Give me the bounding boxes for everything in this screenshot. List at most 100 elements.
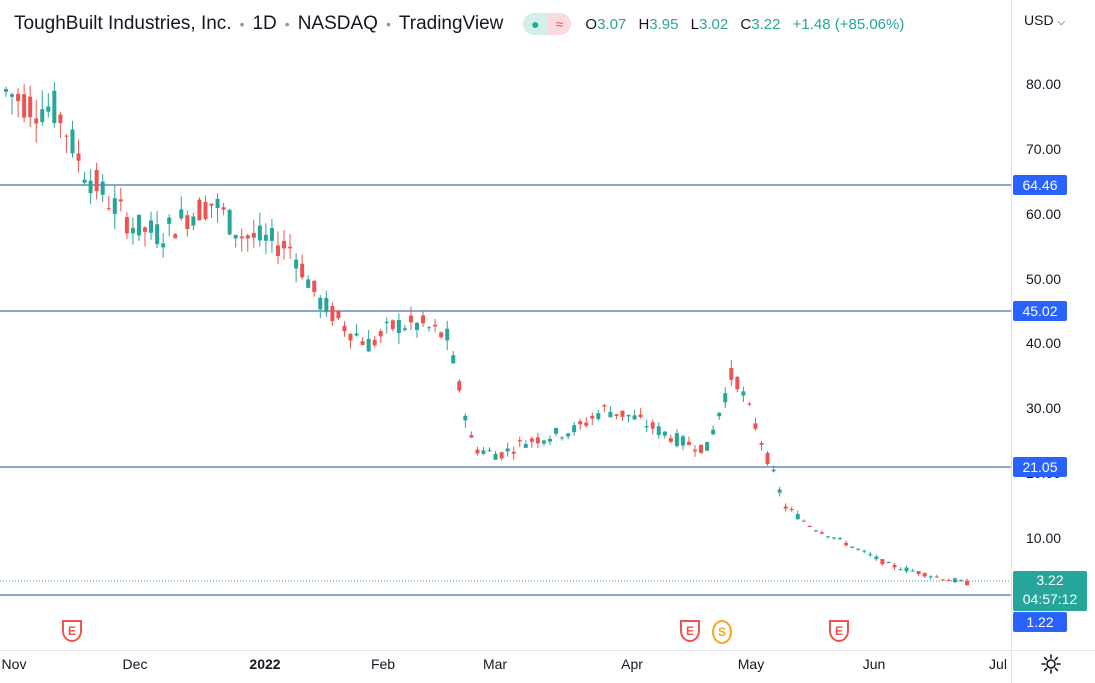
candle-body (608, 411, 613, 418)
low-value: 3.02 (699, 15, 729, 33)
horizontal-level-label: 64.46 (1013, 175, 1067, 195)
interval-label[interactable]: 1D (252, 13, 277, 34)
low-label: L (690, 15, 700, 33)
price-tick-label: 30.00 (1026, 400, 1062, 417)
candle-body (197, 199, 202, 221)
time-tick-label: May (737, 656, 765, 672)
candle-body (717, 412, 722, 417)
candle-body (10, 94, 15, 97)
candle-body (602, 405, 607, 407)
candle-body (487, 450, 492, 452)
candle-body (354, 333, 359, 336)
candle-body (958, 579, 963, 582)
earnings-event-marker[interactable]: E (829, 620, 849, 642)
market-status-pill[interactable]: ● ≈ (523, 13, 572, 35)
close-value: 3.22 (751, 15, 781, 33)
price-chart[interactable] (0, 0, 1011, 650)
candle-body (324, 298, 329, 313)
candle-body (360, 341, 365, 346)
time-tick-label: Nov (1, 656, 27, 672)
candle-body (130, 227, 135, 234)
candle-body (753, 423, 758, 429)
settings-gear-icon[interactable] (1040, 653, 1062, 675)
candle-body (427, 327, 432, 329)
candle-body (94, 169, 99, 192)
time-tick-label: Jul (989, 656, 1007, 672)
price-axis-border (1011, 0, 1012, 683)
candle-body (257, 225, 262, 241)
candle-body (614, 414, 619, 416)
ohlc-values: O3.07 H3.95 L3.02 C3.22 +1.48 (+85.06%) (585, 16, 904, 33)
bar-countdown: 04:57:12 (1022, 591, 1078, 607)
candle-body (16, 93, 21, 102)
candle-body (886, 562, 891, 564)
candle-body (892, 564, 897, 568)
price-tick-label: 60.00 (1026, 205, 1062, 222)
candle-body (620, 410, 625, 417)
candle-body (179, 209, 184, 219)
candle-body (584, 422, 589, 426)
candle-body (596, 413, 601, 420)
currency-selector[interactable]: USD ⌵ (1024, 12, 1065, 28)
candle-body (566, 433, 571, 437)
earnings-event-marker[interactable]: E (62, 620, 82, 642)
candle-body (372, 339, 377, 346)
candle-body (136, 214, 141, 236)
candle-body (191, 216, 196, 226)
candle-body (825, 536, 830, 538)
candle-body (239, 236, 244, 239)
candle-body (693, 449, 698, 452)
candle-body (505, 448, 510, 452)
candle-body (838, 538, 843, 540)
earnings-event-marker[interactable]: E (680, 620, 700, 642)
candle-body (922, 572, 927, 577)
change-value: +1.48 (+85.06%) (792, 15, 905, 33)
candle-body (396, 319, 401, 334)
candle-body (155, 224, 160, 245)
candle-body (554, 428, 559, 434)
candle-body (433, 324, 438, 327)
candle-body (898, 569, 903, 571)
candle-body (662, 431, 667, 436)
candle-body (560, 437, 565, 439)
candle-body (34, 118, 39, 124)
candle-body (408, 315, 413, 323)
candle-body (112, 198, 117, 214)
earnings-icon: E (829, 620, 849, 642)
candle-body (965, 580, 969, 586)
candle-body (306, 279, 311, 288)
candle-body (4, 88, 8, 92)
time-tick-label: Apr (621, 656, 643, 672)
candle-body (366, 338, 371, 352)
candle-body (916, 571, 921, 575)
candle-body (813, 530, 818, 532)
candle-body (680, 436, 685, 446)
earnings-icon: E (680, 620, 700, 642)
horizontal-level-label: 1.22 (1013, 612, 1067, 632)
candle-body (729, 368, 734, 380)
candle-body (638, 414, 643, 418)
candle-body (705, 441, 710, 451)
candle-body (723, 393, 728, 403)
candle-body (348, 333, 353, 341)
candle-body (457, 381, 462, 391)
candle-body (777, 489, 782, 493)
candle-body (378, 331, 383, 337)
candle-body (934, 576, 939, 578)
symbol-title[interactable]: ToughBuilt Industries, Inc. (14, 13, 232, 34)
candle-body (541, 440, 546, 444)
candle-body (82, 179, 87, 183)
candle-body (910, 570, 915, 572)
candle-body (711, 429, 716, 435)
split-event-marker[interactable]: S (712, 620, 732, 644)
candle-body (475, 449, 480, 454)
open-value: 3.07 (597, 15, 627, 33)
candle-body (511, 451, 516, 454)
price-tick-label: 80.00 (1026, 76, 1062, 92)
candle-body (650, 422, 655, 429)
candle-body (747, 403, 752, 405)
candle-body (572, 425, 577, 433)
candle-body (46, 106, 51, 112)
candle-body (844, 542, 849, 546)
candle-body (167, 217, 172, 224)
